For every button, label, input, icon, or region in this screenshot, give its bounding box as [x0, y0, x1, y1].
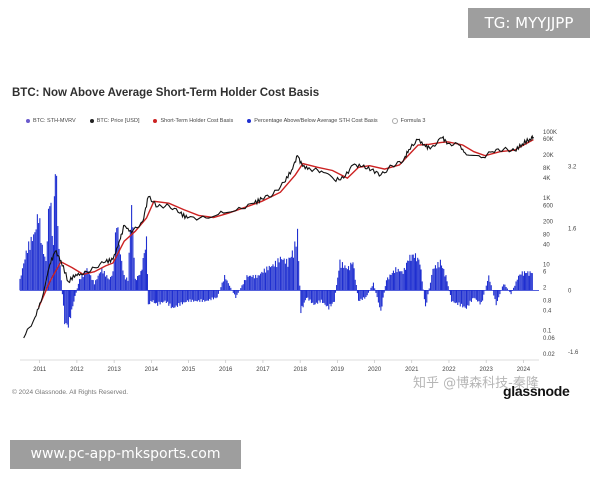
- x-tick-label: 2013: [107, 367, 121, 373]
- y-percent-tick-label: 3.2: [568, 165, 577, 171]
- legend-item: Short-Term Holder Cost Basis: [153, 118, 233, 124]
- x-tick-label: 2020: [368, 367, 382, 373]
- telegram-badge: TG: MYYJJPP: [468, 8, 590, 38]
- x-tick-label: 2022: [442, 367, 456, 373]
- glassnode-logo: glassnode: [503, 383, 570, 399]
- y-price-tick-label: 2: [543, 286, 547, 292]
- y-price-tick-label: 0.06: [543, 336, 555, 342]
- y-price-tick-label: 0.8: [543, 299, 552, 305]
- y-price-tick-label: 40: [543, 242, 550, 248]
- y-price-tick-label: 0.02: [543, 352, 555, 358]
- legend-swatch-sth-mvrv: [26, 119, 30, 123]
- watermark-text: 知乎 @博森科技-秦隆: [413, 376, 539, 391]
- y-price-tick-label: 80: [543, 232, 550, 238]
- legend-swatch-percentage: [247, 119, 252, 123]
- legend-item: BTC: STH-MVRV: [26, 118, 76, 124]
- legend-swatch-sth-cost-basis: [153, 119, 158, 123]
- x-tick-label: 2019: [331, 367, 345, 373]
- legend-item: Formula 3: [391, 118, 426, 124]
- y-price-tick-label: 10: [543, 262, 550, 268]
- x-tick-label: 2016: [219, 367, 233, 373]
- y-percent-tick-label: 0: [568, 288, 572, 294]
- y-percent-tick-label: -1.6: [568, 350, 579, 356]
- x-tick-label: 2023: [479, 367, 493, 373]
- y-price-tick-label: 4K: [543, 176, 550, 182]
- sth-cost-basis-line: [37, 138, 534, 308]
- y-price-tick-label: 20K: [543, 153, 554, 159]
- chart-legend: BTC: STH-MVRV BTC: Price [USD] Short-Ter…: [26, 116, 425, 126]
- price-line: [23, 134, 534, 339]
- y-price-tick-label: 0.1: [543, 329, 552, 335]
- x-tick-label: 2018: [293, 367, 307, 373]
- y-price-tick-label: 1K: [543, 196, 550, 202]
- legend-swatch-formula: [391, 118, 398, 124]
- legend-label: Short-Term Holder Cost Basis: [160, 118, 234, 124]
- y-price-tick-label: 600: [543, 203, 554, 209]
- legend-item: Percentage Above/Below Average STH Cost …: [247, 118, 378, 124]
- y-price-tick-label: 200: [543, 219, 554, 225]
- x-tick-label: 2012: [70, 367, 84, 373]
- x-tick-label: 2017: [256, 367, 270, 373]
- legend-label: BTC: STH-MVRV: [33, 118, 76, 124]
- y-percent-tick-label: 1.6: [568, 227, 577, 233]
- legend-label: Formula 3: [400, 118, 426, 124]
- chart-title: BTC: Now Above Average Short-Term Holder…: [12, 87, 320, 99]
- x-tick-label: 2021: [405, 367, 419, 373]
- y-price-tick-label: 8K: [543, 166, 550, 172]
- legend-item: BTC: Price [USD]: [89, 118, 140, 124]
- legend-label: BTC: Price [USD]: [96, 118, 140, 124]
- y-price-tick-label: 100K: [543, 130, 557, 136]
- x-tick-label: 2011: [33, 367, 47, 373]
- x-tick-label: 2024: [517, 367, 531, 373]
- x-tick-label: 2014: [145, 367, 159, 373]
- x-tick-label: 2015: [182, 367, 196, 373]
- legend-label: Percentage Above/Below Average STH Cost …: [254, 118, 378, 124]
- url-banner: www.pc-app-mksports.com: [10, 440, 241, 469]
- y-price-tick-label: 60K: [543, 137, 554, 143]
- y-price-tick-label: 6: [543, 270, 547, 276]
- y-price-tick-label: 0.4: [543, 309, 552, 315]
- copyright-text: © 2024 Glassnode. All Rights Reserved.: [12, 389, 129, 396]
- legend-swatch-price: [89, 119, 94, 123]
